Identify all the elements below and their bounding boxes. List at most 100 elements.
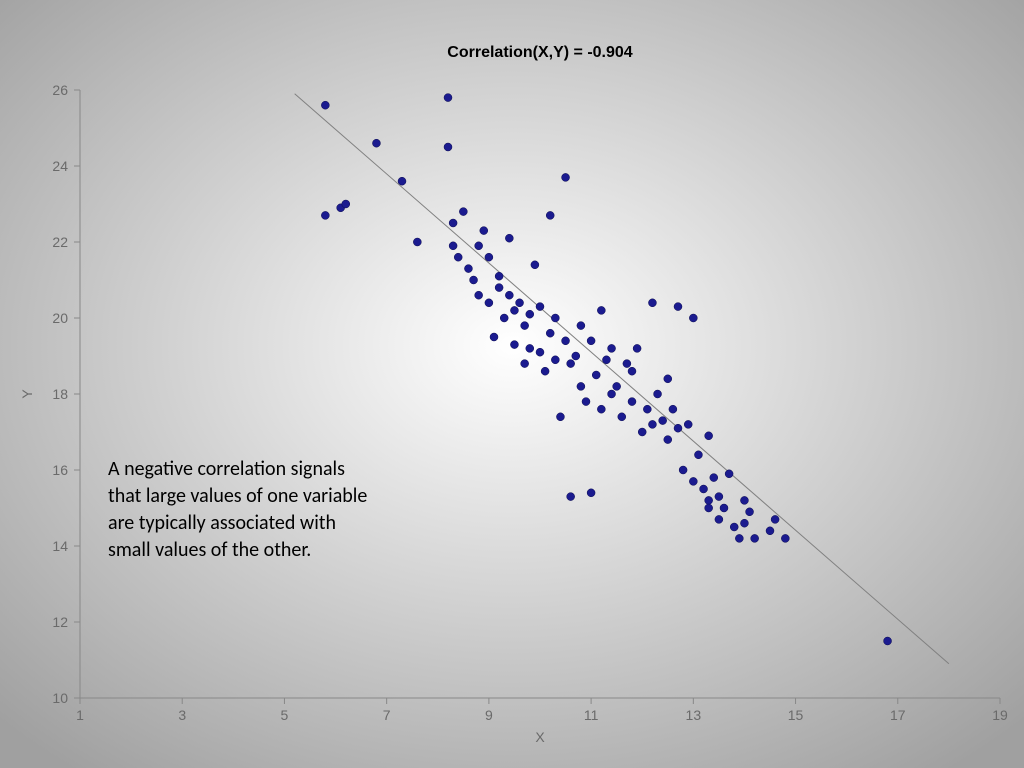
annotation-text: A negative correlation signals that larg…	[108, 456, 378, 564]
scatter-point	[643, 405, 651, 413]
x-tick-label: 7	[383, 707, 391, 723]
chart-title: Correlation(X,Y) = -0.904	[447, 44, 632, 61]
scatter-point	[490, 333, 498, 341]
scatter-point	[500, 314, 508, 322]
y-tick-label: 10	[52, 690, 68, 706]
scatter-point	[592, 371, 600, 379]
scatter-point	[674, 424, 682, 432]
scatter-point	[470, 276, 478, 284]
x-axis-label: X	[535, 729, 545, 745]
scatter-point	[521, 360, 529, 368]
scatter-point	[562, 337, 570, 345]
scatter-point	[751, 534, 759, 542]
scatter-point	[633, 344, 641, 352]
scatter-point	[444, 94, 452, 102]
scatter-point	[597, 306, 605, 314]
scatter-point	[689, 314, 697, 322]
scatter-point	[577, 382, 585, 390]
scatter-point	[546, 211, 554, 219]
scatter-point	[567, 493, 575, 501]
scatter-point	[735, 534, 743, 542]
scatter-point	[628, 367, 636, 375]
scatter-point	[516, 299, 524, 307]
scatter-point	[577, 322, 585, 330]
scatter-point	[572, 352, 580, 360]
scatter-point	[684, 420, 692, 428]
scatter-point	[562, 173, 570, 181]
scatter-point	[705, 504, 713, 512]
x-tick-label: 3	[178, 707, 186, 723]
scatter-point	[587, 489, 595, 497]
scatter-point	[526, 344, 534, 352]
scatter-point	[781, 534, 789, 542]
scatter-point	[648, 420, 656, 428]
y-tick-label: 24	[52, 158, 68, 174]
scatter-point	[485, 299, 493, 307]
scatter-point	[694, 451, 702, 459]
scatter-point	[884, 637, 892, 645]
scatter-point	[505, 291, 513, 299]
scatter-point	[730, 523, 738, 531]
scatter-point	[398, 177, 406, 185]
y-tick-label: 20	[52, 310, 68, 326]
scatter-point	[705, 496, 713, 504]
scatter-point	[526, 310, 534, 318]
scatter-point	[454, 253, 462, 261]
scatter-point	[669, 405, 677, 413]
scatter-point	[510, 341, 518, 349]
scatter-point	[536, 348, 544, 356]
scatter-point	[608, 390, 616, 398]
x-tick-label: 17	[890, 707, 906, 723]
x-tick-label: 11	[584, 707, 599, 723]
scatter-point	[521, 322, 529, 330]
scatter-point	[648, 299, 656, 307]
y-tick-label: 22	[52, 234, 68, 250]
scatter-point	[556, 413, 564, 421]
scatter-point	[444, 143, 452, 151]
chart-background	[0, 0, 1024, 768]
scatter-point	[372, 139, 380, 147]
scatter-point	[725, 470, 733, 478]
scatter-point	[536, 303, 544, 311]
scatter-point	[740, 496, 748, 504]
scatter-point	[485, 253, 493, 261]
scatter-point	[720, 504, 728, 512]
scatter-point	[587, 337, 595, 345]
scatter-point	[710, 474, 718, 482]
scatter-point	[618, 413, 626, 421]
scatter-point	[638, 428, 646, 436]
x-tick-label: 15	[788, 707, 804, 723]
scatter-point	[623, 360, 631, 368]
y-tick-label: 18	[52, 386, 68, 402]
scatter-point	[664, 436, 672, 444]
x-tick-label: 19	[992, 707, 1008, 723]
scatter-point	[413, 238, 421, 246]
scatter-point	[602, 356, 610, 364]
scatter-point	[674, 303, 682, 311]
y-tick-label: 26	[52, 82, 68, 98]
scatter-point	[475, 242, 483, 250]
scatter-point	[449, 242, 457, 250]
scatter-point	[715, 493, 723, 501]
scatter-point	[321, 101, 329, 109]
scatter-point	[475, 291, 483, 299]
slide-stage: Correlation(X,Y) = -0.904135791113151719…	[0, 0, 1024, 768]
scatter-point	[495, 272, 503, 280]
scatter-point	[551, 314, 559, 322]
scatter-point	[689, 477, 697, 485]
scatter-point	[740, 519, 748, 527]
scatter-point	[715, 515, 723, 523]
y-tick-label: 12	[52, 614, 68, 630]
scatter-point	[510, 306, 518, 314]
y-tick-label: 14	[52, 538, 68, 554]
scatter-point	[654, 390, 662, 398]
scatter-point	[531, 261, 539, 269]
scatter-point	[551, 356, 559, 364]
x-tick-label: 9	[485, 707, 493, 723]
scatter-chart: Correlation(X,Y) = -0.904135791113151719…	[0, 0, 1024, 768]
scatter-point	[449, 219, 457, 227]
scatter-point	[664, 375, 672, 383]
scatter-point	[679, 466, 687, 474]
scatter-point	[321, 211, 329, 219]
scatter-point	[582, 398, 590, 406]
